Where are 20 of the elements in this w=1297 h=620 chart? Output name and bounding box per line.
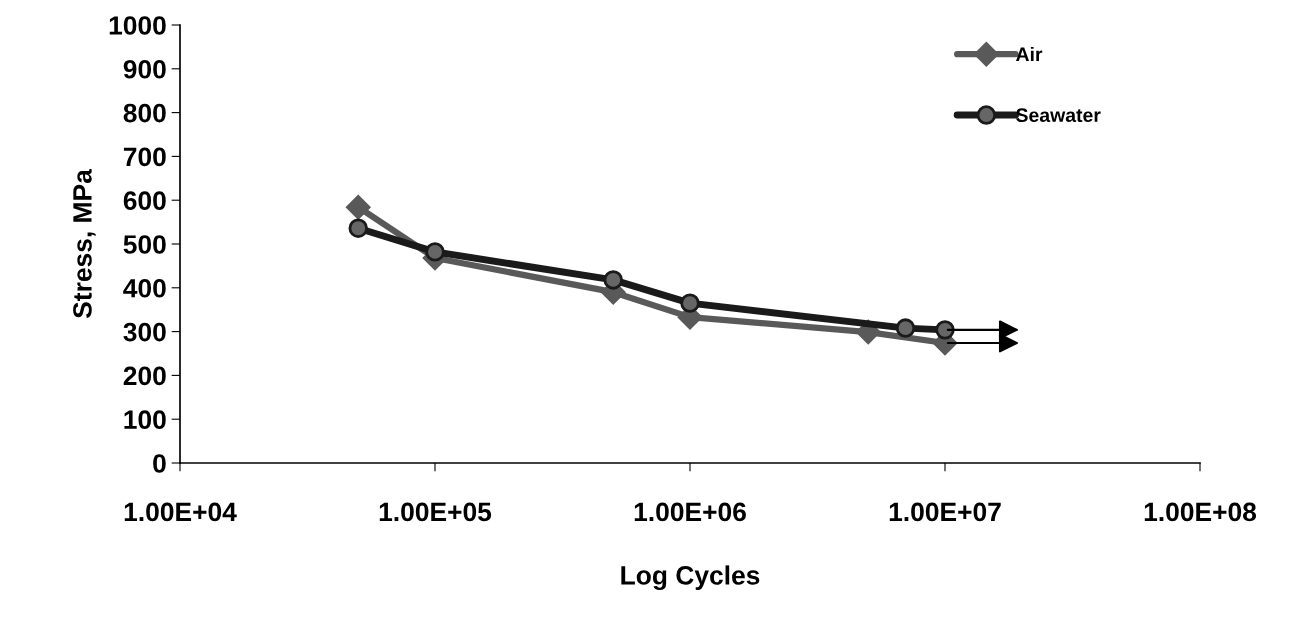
x-tick-label: 1.00E+06 [634, 502, 746, 522]
y-tick-label: 500 [123, 235, 166, 254]
x-tick-label: 1.00E+04 [124, 502, 237, 522]
y-tick-label: 600 [123, 191, 166, 211]
y-tick-label: 800 [123, 103, 166, 123]
legend-label: Air [1015, 46, 1043, 61]
y-tick-label: 0 [153, 454, 166, 473]
x-tick-label: 1.00E+07 [889, 502, 1001, 522]
y-tick-label: 400 [123, 278, 166, 298]
y-tick-label: 100 [124, 410, 166, 430]
y-axis-title: Stress, MPa [73, 169, 96, 319]
y-tick-label: 300 [123, 322, 166, 342]
y-tick-label: 1000 [109, 16, 166, 35]
y-tick-label: 900 [123, 59, 166, 79]
legend-label: Seawater [1016, 108, 1101, 123]
y-tick-label: 200 [123, 366, 166, 386]
x-tick-label: 1.00E+08 [1144, 502, 1257, 522]
x-tick-label: 1.00E+05 [379, 502, 492, 522]
y-tick-label: 700 [123, 147, 166, 167]
x-axis-title: Log Cycles [621, 565, 760, 591]
